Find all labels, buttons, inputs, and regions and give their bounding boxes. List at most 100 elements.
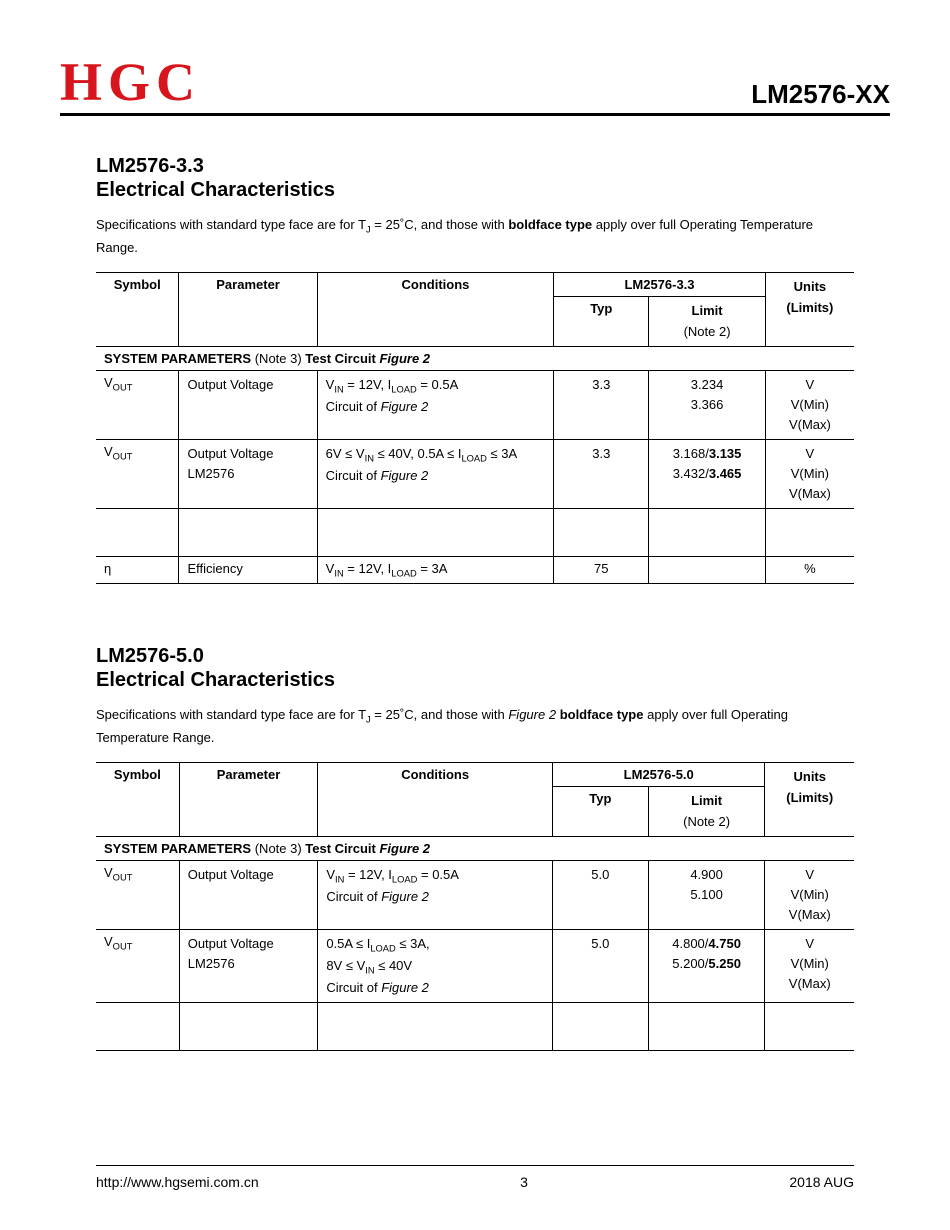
col-symbol: Symbol (96, 763, 179, 836)
lim-l2: 4.900 (657, 865, 757, 885)
cell-parameter: Output Voltage (179, 370, 317, 439)
section-label: (Note 3) (251, 841, 305, 856)
section-label: Figure 2 (379, 351, 430, 366)
cell-conditions: 0.5A ≤ ILOAD ≤ 3A, 8V ≤ VIN ≤ 40V Circui… (318, 930, 553, 1003)
cell-symbol: VOUT (96, 440, 179, 509)
section2-note: Specifications with standard type face a… (96, 705, 854, 748)
typ-l1: 3.3 (562, 375, 640, 395)
param-l2: LM2576 (188, 954, 310, 974)
lim-l3: 5.100 (657, 885, 757, 905)
cell-limit: 4.800/4.750 5.200/5.250 (648, 930, 765, 1003)
cell-typ: 3.3 (554, 370, 649, 439)
page-header: HGC LM2576-XX (60, 55, 890, 116)
cond-l1: 6V ≤ VIN ≤ 40V, 0.5A ≤ ILOAD ≤ 3A (326, 444, 546, 466)
unit-l2: V(Min) (774, 395, 846, 415)
unit-l2: V(Min) (774, 464, 846, 484)
spec-table-2: Symbol Parameter Conditions LM2576-5.0 U… (96, 762, 854, 1051)
param-l1: Output Voltage (187, 375, 308, 395)
cell-parameter: Efficiency (179, 557, 317, 584)
section-label: SYSTEM PARAMETERS (104, 351, 251, 366)
units-l2: (Limits) (773, 788, 846, 808)
col-typ: Typ (554, 297, 649, 346)
param-l1: Output Voltage (187, 444, 308, 464)
units-l2: (Limits) (774, 298, 846, 318)
footer-page-number: 3 (520, 1174, 528, 1190)
table-section-row: SYSTEM PARAMETERS (Note 3) Test Circuit … (96, 346, 854, 370)
cell-parameter: Output Voltage (179, 860, 318, 929)
note-text: Specifications with standard type face a… (96, 217, 366, 232)
cell-units: V V(Min) V(Max) (765, 930, 854, 1003)
col-parameter: Parameter (179, 763, 318, 836)
unit-l3: V(Max) (774, 484, 846, 504)
section-title-2b: Electrical Characteristics (96, 668, 854, 692)
limit-note: (Note 2) (657, 322, 756, 342)
section-lm2576-3-3: LM2576-3.3 Electrical Characteristics Sp… (96, 154, 854, 584)
lim-l3: 5.200/5.250 (657, 954, 757, 974)
section-lm2576-5-0: LM2576-5.0 Electrical Characteristics Sp… (96, 644, 854, 1051)
unit-l3: V(Max) (773, 905, 846, 925)
cell-units: V V(Min) V(Max) (765, 440, 854, 509)
cell-conditions: 6V ≤ VIN ≤ 40V, 0.5A ≤ ILOAD ≤ 3A Circui… (317, 440, 554, 509)
footer-date: 2018 AUG (789, 1174, 854, 1190)
unit-l3: V(Max) (773, 974, 846, 994)
section-label: Test Circuit (305, 351, 379, 366)
table-empty-row (96, 509, 854, 557)
col-limit: Limit (Note 2) (648, 787, 765, 836)
col-parameter: Parameter (179, 273, 317, 346)
col-units: Units (Limits) (765, 763, 854, 836)
cond-l2: Circuit of Figure 2 (326, 397, 546, 417)
typ-l1: 5.0 (561, 934, 640, 954)
cond-l3: Circuit of Figure 2 (326, 978, 544, 998)
table-section-row: SYSTEM PARAMETERS (Note 3) Test Circuit … (96, 836, 854, 860)
unit-l1: V (773, 865, 846, 885)
cond-l2: Circuit of Figure 2 (326, 887, 544, 907)
table-row: VOUT Output Voltage VIN = 12V, ILOAD = 0… (96, 860, 854, 929)
col-typ: Typ (552, 787, 648, 836)
lim-l2: 4.800/4.750 (657, 934, 757, 954)
cell-parameter: Output Voltage LM2576 (179, 440, 317, 509)
col-symbol: Symbol (96, 273, 179, 346)
param-l1: Output Voltage (188, 934, 310, 954)
limit-note: (Note 2) (657, 812, 757, 832)
table-row: η Efficiency VIN = 12V, ILOAD = 3A 75 % (96, 557, 854, 584)
cond-l1: VIN = 12V, ILOAD = 0.5A (326, 865, 544, 887)
cell-parameter: Output Voltage LM2576 (179, 930, 318, 1003)
lim-l2: 3.234 (657, 375, 756, 395)
unit-l1: V (774, 375, 846, 395)
cell-symbol: VOUT (96, 930, 179, 1003)
footer-url: http://www.hgsemi.com.cn (96, 1174, 259, 1190)
cell-symbol: η (96, 557, 179, 584)
section-title-1b: Electrical Characteristics (96, 178, 854, 202)
section-label: Figure 2 (379, 841, 430, 856)
col-conditions: Conditions (317, 273, 554, 346)
cond-l1: 0.5A ≤ ILOAD ≤ 3A, (326, 934, 544, 956)
cell-conditions: VIN = 12V, ILOAD = 0.5A Circuit of Figur… (317, 370, 554, 439)
col-units: Units (Limits) (765, 273, 854, 346)
cell-typ: 5.0 (552, 930, 648, 1003)
footer-rule (96, 1165, 854, 1166)
limit-l1: Limit (657, 301, 756, 321)
lim-l3: 3.432/3.465 (657, 464, 756, 484)
unit-l2: V(Min) (773, 885, 846, 905)
section1-note: Specifications with standard type face a… (96, 215, 854, 258)
spec-table-1: Symbol Parameter Conditions LM2576-3.3 U… (96, 272, 854, 584)
part-number: LM2576-XX (751, 81, 890, 107)
table-header-row: Symbol Parameter Conditions LM2576-3.3 U… (96, 273, 854, 297)
cell-limit: 3.168/3.135 3.432/3.465 (649, 440, 765, 509)
lim-l2: 3.168/3.135 (657, 444, 756, 464)
cell-conditions: VIN = 12V, ILOAD = 0.5A Circuit of Figur… (318, 860, 553, 929)
col-group: LM2576-5.0 (552, 763, 765, 787)
cond-l2: 8V ≤ VIN ≤ 40V (326, 956, 544, 978)
logo: HGC (60, 55, 201, 109)
section-label: (Note 3) (251, 351, 305, 366)
param-l2: LM2576 (187, 464, 308, 484)
section-label: Test Circuit (305, 841, 379, 856)
cell-symbol: VOUT (96, 860, 179, 929)
section-title-2a: LM2576-5.0 (96, 644, 854, 668)
unit-l3: V(Max) (774, 415, 846, 435)
col-conditions: Conditions (318, 763, 553, 836)
datasheet-page: HGC LM2576-XX LM2576-3.3 Electrical Char… (0, 0, 950, 1230)
table-row: VOUT Output Voltage LM2576 0.5A ≤ ILOAD … (96, 930, 854, 1003)
cell-typ: 75 (554, 557, 649, 584)
table-empty-row (96, 1003, 854, 1051)
